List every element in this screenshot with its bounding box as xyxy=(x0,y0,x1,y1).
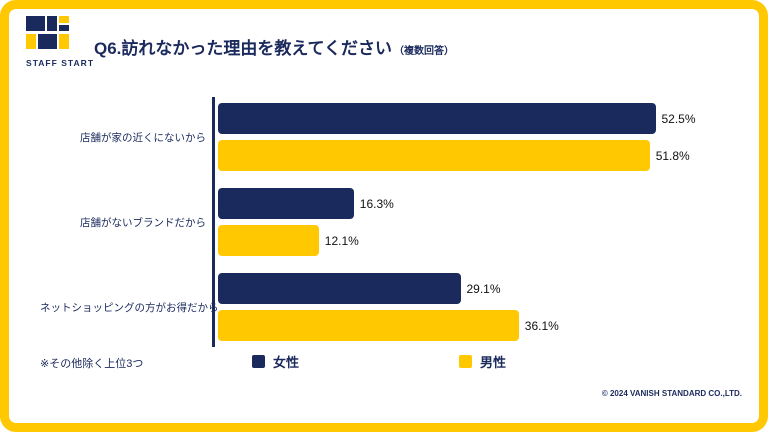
chart-axis-line xyxy=(212,97,215,347)
bar-女性 xyxy=(218,188,354,219)
legend-item-女性: 女性 xyxy=(252,352,299,371)
bar-女性 xyxy=(218,103,656,134)
bar-pair: 52.5% 51.8% xyxy=(215,103,744,171)
bar-value-label: 16.3% xyxy=(359,196,394,211)
bar-row: 16.3% xyxy=(218,188,744,219)
bar-value-label: 36.1% xyxy=(524,318,559,333)
bar-group: 店舗が家の近くにないから 52.5% 51.8% xyxy=(40,103,744,171)
bar-row: 51.8% xyxy=(218,140,744,171)
staff-start-logo: STAFF START xyxy=(26,16,96,68)
chart-rows: 店舗が家の近くにないから 52.5% 51.8% 店舗がないブランドだから 16.3% 1… xyxy=(40,103,744,341)
bar-value-label: 12.1% xyxy=(324,233,359,248)
legend-swatch xyxy=(459,355,473,368)
category-label: 店舗がないブランドだから xyxy=(80,216,206,229)
title-block: Q6.訪れなかった理由を教えてください （複数回答） xyxy=(94,34,454,59)
chart-footnote: ※その他除く上位3つ xyxy=(40,358,144,370)
bar-男性 xyxy=(218,310,519,341)
legend: 女性 男性 xyxy=(252,352,506,371)
legend-label: 男性 xyxy=(480,355,507,370)
bar-group: 店舗がないブランドだから 16.3% 12.1% xyxy=(40,188,744,256)
copyright-text: © 2024 VANISH STANDARD CO.,LTD. xyxy=(601,389,742,398)
legend-item-男性: 男性 xyxy=(459,352,506,371)
page-title: Q6.訪れなかった理由を教えてください xyxy=(94,39,393,58)
bar-group: ネットショッピングの方がお得だから 29.1% 36.1% xyxy=(40,273,744,341)
bar-男性 xyxy=(218,140,650,171)
bar-chart: 店舗が家の近くにないから 52.5% 51.8% 店舗がないブランドだから 16.3% 1… xyxy=(40,97,744,347)
bar-pair: 16.3% 12.1% xyxy=(215,188,744,256)
logo-text: STAFF START xyxy=(26,58,95,68)
legend-label: 女性 xyxy=(273,355,300,370)
bar-pair: 29.1% 36.1% xyxy=(215,273,744,341)
bar-row: 36.1% xyxy=(218,310,744,341)
logo-mark-icon xyxy=(26,16,69,49)
bar-value-label: 52.5% xyxy=(661,111,696,126)
legend-swatch xyxy=(252,355,265,368)
bar-女性 xyxy=(218,273,461,304)
bar-row: 29.1% xyxy=(218,273,744,304)
category-label: 店舗が家の近くにないから xyxy=(80,131,206,144)
title-note: （複数回答） xyxy=(394,46,455,57)
bar-value-label: 29.1% xyxy=(466,281,501,296)
bar-row: 12.1% xyxy=(218,225,744,256)
bar-男性 xyxy=(218,225,319,256)
category-label: ネットショッピングの方がお得だから xyxy=(40,301,219,314)
bar-value-label: 51.8% xyxy=(655,148,690,163)
bar-row: 52.5% xyxy=(218,103,744,134)
